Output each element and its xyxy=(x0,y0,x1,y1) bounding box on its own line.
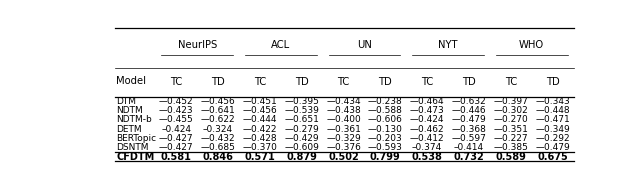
Text: —0.473: —0.473 xyxy=(410,106,445,115)
Text: TC: TC xyxy=(254,78,266,87)
Text: —0.593: —0.593 xyxy=(368,143,403,152)
Text: –0.324: –0.324 xyxy=(203,124,233,134)
Text: —0.455: —0.455 xyxy=(159,115,194,124)
Text: —0.427: —0.427 xyxy=(159,134,194,143)
Text: —0.412: —0.412 xyxy=(410,134,445,143)
Text: —0.361: —0.361 xyxy=(326,124,361,134)
Text: —0.279: —0.279 xyxy=(284,124,319,134)
Text: —0.422: —0.422 xyxy=(243,124,277,134)
Text: 0.879: 0.879 xyxy=(286,152,317,162)
Text: —0.685: —0.685 xyxy=(201,143,236,152)
Text: —0.385: —0.385 xyxy=(493,143,528,152)
Text: —0.462: —0.462 xyxy=(410,124,445,134)
Text: —0.370: —0.370 xyxy=(243,143,277,152)
Text: Model: Model xyxy=(116,76,146,86)
Text: —0.464: —0.464 xyxy=(410,97,445,106)
Text: TD: TD xyxy=(295,78,308,87)
Text: CFDTM: CFDTM xyxy=(116,152,154,162)
Text: TC: TC xyxy=(421,78,433,87)
Text: 0.675: 0.675 xyxy=(537,152,568,162)
Text: —0.456: —0.456 xyxy=(243,106,277,115)
Text: —0.456: —0.456 xyxy=(201,97,236,106)
Text: 0.571: 0.571 xyxy=(244,152,275,162)
Text: —0.329: —0.329 xyxy=(326,134,361,143)
Text: —0.452: —0.452 xyxy=(159,97,194,106)
Text: NeurIPS: NeurIPS xyxy=(177,40,217,50)
Text: TC: TC xyxy=(505,78,517,87)
Text: —0.376: —0.376 xyxy=(326,143,361,152)
Text: —0.203: —0.203 xyxy=(368,134,403,143)
Text: —0.539: —0.539 xyxy=(284,106,319,115)
Text: —0.395: —0.395 xyxy=(284,97,319,106)
Text: —0.302: —0.302 xyxy=(493,106,528,115)
Text: —0.434: —0.434 xyxy=(326,97,361,106)
Text: —0.609: —0.609 xyxy=(284,143,319,152)
Text: —0.597: —0.597 xyxy=(452,134,486,143)
Text: 0.732: 0.732 xyxy=(454,152,484,162)
Text: —0.130: —0.130 xyxy=(368,124,403,134)
Text: NDTM-b: NDTM-b xyxy=(116,115,152,124)
Text: ACL: ACL xyxy=(271,40,291,50)
Text: —0.632: —0.632 xyxy=(452,97,486,106)
Text: DSNTM: DSNTM xyxy=(116,143,148,152)
Text: –0.374: –0.374 xyxy=(412,143,442,152)
Text: —0.479: —0.479 xyxy=(535,143,570,152)
Text: 0.538: 0.538 xyxy=(412,152,443,162)
Text: —0.292: —0.292 xyxy=(535,134,570,143)
Text: —0.427: —0.427 xyxy=(159,143,194,152)
Text: 0.502: 0.502 xyxy=(328,152,359,162)
Text: —0.400: —0.400 xyxy=(326,115,361,124)
Text: —0.351: —0.351 xyxy=(493,124,528,134)
Text: —0.368: —0.368 xyxy=(452,124,486,134)
Text: —0.448: —0.448 xyxy=(535,106,570,115)
Text: —0.270: —0.270 xyxy=(493,115,528,124)
Text: DTM: DTM xyxy=(116,97,136,106)
Text: —0.479: —0.479 xyxy=(452,115,486,124)
Text: 0.589: 0.589 xyxy=(495,152,526,162)
Text: —0.343: —0.343 xyxy=(535,97,570,106)
Text: —0.429: —0.429 xyxy=(284,134,319,143)
Text: TC: TC xyxy=(170,78,182,87)
Text: —0.471: —0.471 xyxy=(535,115,570,124)
Text: –0.414: –0.414 xyxy=(454,143,484,152)
Text: TD: TD xyxy=(462,78,476,87)
Text: TC: TC xyxy=(337,78,349,87)
Text: 0.581: 0.581 xyxy=(161,152,192,162)
Text: —0.428: —0.428 xyxy=(243,134,277,143)
Text: —0.444: —0.444 xyxy=(243,115,277,124)
Text: BERTopic: BERTopic xyxy=(116,134,156,143)
Text: —0.227: —0.227 xyxy=(493,134,528,143)
Text: —0.423: —0.423 xyxy=(159,106,194,115)
Text: NYT: NYT xyxy=(438,40,458,50)
Text: —0.432: —0.432 xyxy=(201,134,236,143)
Text: —0.424: —0.424 xyxy=(410,115,444,124)
Text: TD: TD xyxy=(546,78,559,87)
Text: —0.349: —0.349 xyxy=(535,124,570,134)
Text: TD: TD xyxy=(378,78,392,87)
Text: 0.799: 0.799 xyxy=(370,152,401,162)
Text: —0.451: —0.451 xyxy=(243,97,277,106)
Text: —0.397: —0.397 xyxy=(493,97,528,106)
Text: —0.588: —0.588 xyxy=(368,106,403,115)
Text: DETM: DETM xyxy=(116,124,142,134)
Text: —0.641: —0.641 xyxy=(201,106,236,115)
Text: –0.424: –0.424 xyxy=(161,124,191,134)
Text: —0.438: —0.438 xyxy=(326,106,361,115)
Text: 0.846: 0.846 xyxy=(203,152,234,162)
Text: —0.651: —0.651 xyxy=(284,115,319,124)
Text: —0.622: —0.622 xyxy=(201,115,236,124)
Text: UN: UN xyxy=(357,40,372,50)
Text: —0.606: —0.606 xyxy=(368,115,403,124)
Text: —0.238: —0.238 xyxy=(368,97,403,106)
Text: WHO: WHO xyxy=(519,40,544,50)
Text: TD: TD xyxy=(211,78,225,87)
Text: —0.446: —0.446 xyxy=(452,106,486,115)
Text: NDTM: NDTM xyxy=(116,106,143,115)
